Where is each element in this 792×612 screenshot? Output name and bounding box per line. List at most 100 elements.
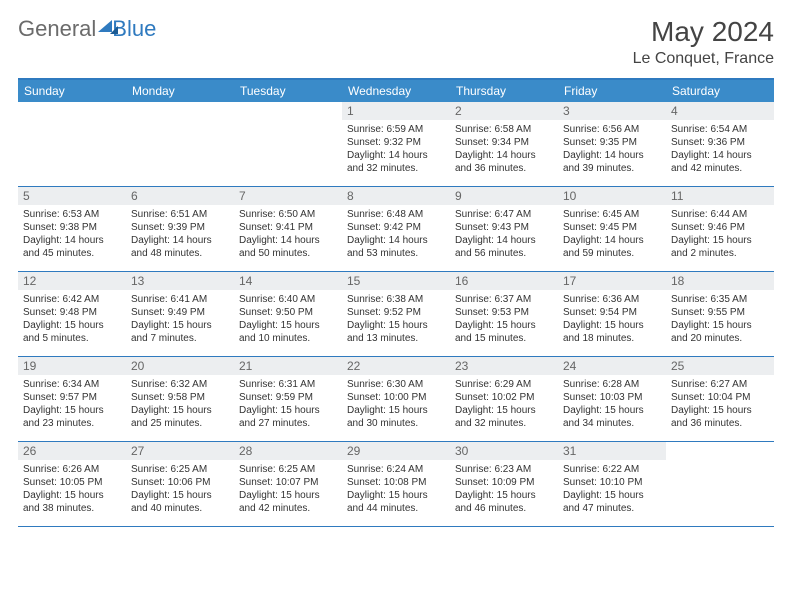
day-cell <box>666 442 774 526</box>
day-info: Sunrise: 6:29 AMSunset: 10:02 PMDaylight… <box>455 378 553 430</box>
day-number: 27 <box>126 442 234 460</box>
day-number: 4 <box>666 102 774 120</box>
week-row: 26 Sunrise: 6:26 AMSunset: 10:05 PMDaylig… <box>18 442 774 527</box>
day-number: 3 <box>558 102 666 120</box>
day-cell <box>126 102 234 186</box>
day-info: Sunrise: 6:28 AMSunset: 10:03 PMDaylight… <box>563 378 661 430</box>
logo-triangle-icon <box>98 20 112 32</box>
day-number: 6 <box>126 187 234 205</box>
day-number: 26 <box>18 442 126 460</box>
day-number: 16 <box>450 272 558 290</box>
day-number: 10 <box>558 187 666 205</box>
day-number: 30 <box>450 442 558 460</box>
day-number: 8 <box>342 187 450 205</box>
day-number: 15 <box>342 272 450 290</box>
day-number: 19 <box>18 357 126 375</box>
day-info: Sunrise: 6:40 AMSunset: 9:50 PMDaylight:… <box>239 293 337 345</box>
day-number: 7 <box>234 187 342 205</box>
day-info: Sunrise: 6:26 AMSunset: 10:05 PMDaylight… <box>23 463 121 515</box>
day-cell: 10 Sunrise: 6:45 AMSunset: 9:45 PMDayligh… <box>558 187 666 271</box>
day-number: 31 <box>558 442 666 460</box>
day-info: Sunrise: 6:59 AMSunset: 9:32 PMDaylight:… <box>347 123 445 175</box>
day-number: 12 <box>18 272 126 290</box>
day-number: 14 <box>234 272 342 290</box>
day-header-cell: Monday <box>126 80 234 102</box>
day-cell: 5 Sunrise: 6:53 AMSunset: 9:38 PMDaylight… <box>18 187 126 271</box>
day-header-cell: Wednesday <box>342 80 450 102</box>
week-row: 5 Sunrise: 6:53 AMSunset: 9:38 PMDaylight… <box>18 187 774 272</box>
day-cell: 14 Sunrise: 6:40 AMSunset: 9:50 PMDayligh… <box>234 272 342 356</box>
day-info: Sunrise: 6:30 AMSunset: 10:00 PMDaylight… <box>347 378 445 430</box>
day-cell: 1 Sunrise: 6:59 AMSunset: 9:32 PMDaylight… <box>342 102 450 186</box>
day-cell: 21Sunrise: 6:31 AMSunset: 9:59 PMDayligh… <box>234 357 342 441</box>
title-block: May 2024 Le Conquet, France <box>633 16 774 68</box>
week-row: 19 Sunrise: 6:34 AMSunset: 9:57 PMDayligh… <box>18 357 774 442</box>
day-info: Sunrise: 6:48 AMSunset: 9:42 PMDaylight:… <box>347 208 445 260</box>
day-number: 9 <box>450 187 558 205</box>
day-header-row: SundayMondayTuesdayWednesdayThursdayFrid… <box>18 80 774 102</box>
day-info: Sunrise: 6:47 AMSunset: 9:43 PMDaylight:… <box>455 208 553 260</box>
month-title: May 2024 <box>633 16 774 48</box>
day-cell: 7 Sunrise: 6:50 AMSunset: 9:41 PMDaylight… <box>234 187 342 271</box>
logo-text-blue: Blue <box>112 16 156 42</box>
day-cell: 23 Sunrise: 6:29 AMSunset: 10:02 PMDaylig… <box>450 357 558 441</box>
day-info: Sunrise: 6:45 AMSunset: 9:45 PMDaylight:… <box>563 208 661 260</box>
day-info: Sunrise: 6:31 AMSunset: 9:59 PMDaylight:… <box>239 378 337 430</box>
day-number: 29 <box>342 442 450 460</box>
day-info: Sunrise: 6:41 AMSunset: 9:49 PMDaylight:… <box>131 293 229 345</box>
week-row: 12 Sunrise: 6:42 AMSunset: 9:48 PMDayligh… <box>18 272 774 357</box>
day-cell <box>18 102 126 186</box>
logo-text-general: General <box>18 16 96 42</box>
day-number: 11 <box>666 187 774 205</box>
day-number: 20 <box>126 357 234 375</box>
day-number: 13 <box>126 272 234 290</box>
day-number: 1 <box>342 102 450 120</box>
day-number: 28 <box>234 442 342 460</box>
day-cell: 30 Sunrise: 6:23 AMSunset: 10:09 PMDaylig… <box>450 442 558 526</box>
day-info: Sunrise: 6:44 AMSunset: 9:46 PMDaylight:… <box>671 208 769 260</box>
day-number: 17 <box>558 272 666 290</box>
day-header-cell: Sunday <box>18 80 126 102</box>
day-cell: 25Sunrise: 6:27 AMSunset: 10:04 PMDaylig… <box>666 357 774 441</box>
day-header-cell: Tuesday <box>234 80 342 102</box>
day-info: Sunrise: 6:54 AMSunset: 9:36 PMDaylight:… <box>671 123 769 175</box>
day-info: Sunrise: 6:56 AMSunset: 9:35 PMDaylight:… <box>563 123 661 175</box>
day-number: 5 <box>18 187 126 205</box>
day-number: 2 <box>450 102 558 120</box>
day-info: Sunrise: 6:23 AMSunset: 10:09 PMDaylight… <box>455 463 553 515</box>
day-info: Sunrise: 6:32 AMSunset: 9:58 PMDaylight:… <box>131 378 229 430</box>
day-cell: 12 Sunrise: 6:42 AMSunset: 9:48 PMDayligh… <box>18 272 126 356</box>
day-cell: 8 Sunrise: 6:48 AMSunset: 9:42 PMDaylight… <box>342 187 450 271</box>
day-number: 22 <box>342 357 450 375</box>
day-cell: 6Sunrise: 6:51 AMSunset: 9:39 PMDaylight… <box>126 187 234 271</box>
day-cell: 22 Sunrise: 6:30 AMSunset: 10:00 PMDaylig… <box>342 357 450 441</box>
day-cell: 31Sunrise: 6:22 AMSunset: 10:10 PMDaylig… <box>558 442 666 526</box>
location: Le Conquet, France <box>633 50 774 68</box>
day-info: Sunrise: 6:53 AMSunset: 9:38 PMDaylight:… <box>23 208 121 260</box>
day-cell: 18Sunrise: 6:35 AMSunset: 9:55 PMDayligh… <box>666 272 774 356</box>
day-info: Sunrise: 6:34 AMSunset: 9:57 PMDaylight:… <box>23 378 121 430</box>
header: General Blue May 2024 Le Conquet, France <box>18 16 774 68</box>
day-cell: 11 Sunrise: 6:44 AMSunset: 9:46 PMDayligh… <box>666 187 774 271</box>
day-info: Sunrise: 6:36 AMSunset: 9:54 PMDaylight:… <box>563 293 661 345</box>
day-info: Sunrise: 6:50 AMSunset: 9:41 PMDaylight:… <box>239 208 337 260</box>
day-cell: 2 Sunrise: 6:58 AMSunset: 9:34 PMDaylight… <box>450 102 558 186</box>
day-info: Sunrise: 6:25 AMSunset: 10:07 PMDaylight… <box>239 463 337 515</box>
day-cell: 13 Sunrise: 6:41 AMSunset: 9:49 PMDayligh… <box>126 272 234 356</box>
day-info: Sunrise: 6:42 AMSunset: 9:48 PMDaylight:… <box>23 293 121 345</box>
day-cell: 28 Sunrise: 6:25 AMSunset: 10:07 PMDaylig… <box>234 442 342 526</box>
day-number: 23 <box>450 357 558 375</box>
week-row: 1 Sunrise: 6:59 AMSunset: 9:32 PMDaylight… <box>18 102 774 187</box>
day-number: 24 <box>558 357 666 375</box>
day-info: Sunrise: 6:25 AMSunset: 10:06 PMDaylight… <box>131 463 229 515</box>
day-cell: 17 Sunrise: 6:36 AMSunset: 9:54 PMDayligh… <box>558 272 666 356</box>
day-cell: 15Sunrise: 6:38 AMSunset: 9:52 PMDayligh… <box>342 272 450 356</box>
day-cell: 20 Sunrise: 6:32 AMSunset: 9:58 PMDayligh… <box>126 357 234 441</box>
day-info: Sunrise: 6:58 AMSunset: 9:34 PMDaylight:… <box>455 123 553 175</box>
logo: General Blue <box>18 16 156 42</box>
day-cell: 29Sunrise: 6:24 AMSunset: 10:08 PMDaylig… <box>342 442 450 526</box>
day-info: Sunrise: 6:35 AMSunset: 9:55 PMDaylight:… <box>671 293 769 345</box>
day-cell <box>234 102 342 186</box>
day-cell: 27 Sunrise: 6:25 AMSunset: 10:06 PMDaylig… <box>126 442 234 526</box>
day-cell: 26 Sunrise: 6:26 AMSunset: 10:05 PMDaylig… <box>18 442 126 526</box>
